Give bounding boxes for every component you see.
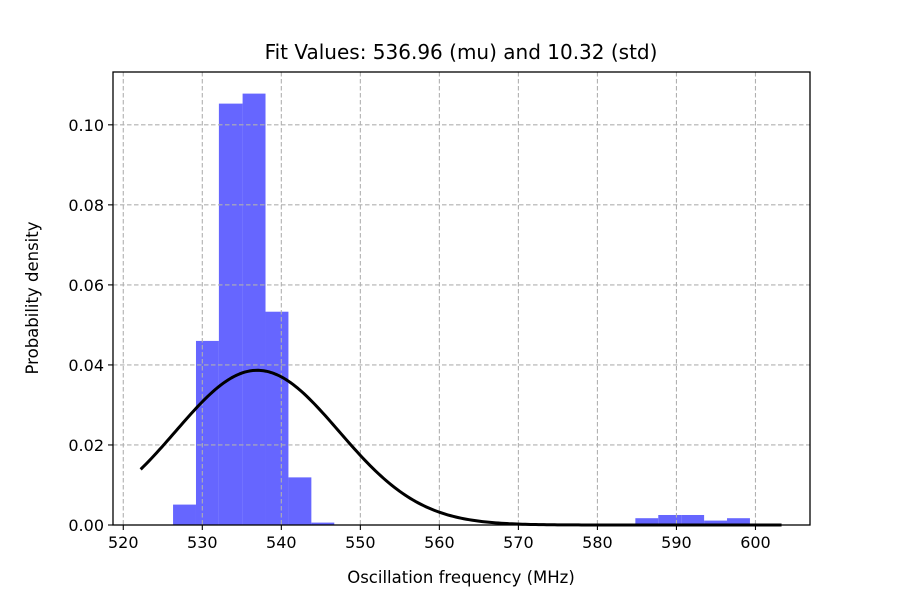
x-tick-label: 590: [661, 533, 692, 552]
histogram-bar: [288, 477, 312, 525]
ticks-layer: 520 530 540 550 560 570 580 590 600 0.00 0.02 0.04 0…: [68, 116, 770, 552]
x-axis-title: Oscillation frequency (MHz): [347, 568, 575, 587]
histogram-bar: [195, 340, 219, 525]
chart-title: Fit Values: 536.96 (mu) and 10.32 (std): [265, 40, 658, 64]
x-tick-label: 560: [424, 533, 455, 552]
histogram-bar: [265, 311, 289, 525]
histogram-bar: [658, 514, 682, 525]
x-tick-label: 540: [266, 533, 297, 552]
histogram-bar: [311, 522, 335, 525]
y-tick-label: 0.10: [68, 116, 104, 135]
y-tick-label: 0.00: [68, 516, 104, 535]
histogram-bar: [218, 103, 243, 526]
x-tick-label: 550: [345, 533, 376, 552]
y-tick-label: 0.06: [68, 276, 104, 295]
histogram-bar: [704, 520, 728, 525]
x-tick-label: 570: [503, 533, 534, 552]
bars-layer: [173, 93, 750, 526]
y-tick-label: 0.02: [68, 436, 104, 455]
grid-layer: [113, 72, 810, 526]
x-tick-label: 580: [582, 533, 613, 552]
y-tick-label: 0.08: [68, 196, 104, 215]
histogram-bar: [681, 514, 705, 525]
plot-frame: [112, 71, 811, 526]
y-axis-title: Probability density: [23, 221, 42, 374]
x-tick-label: 530: [187, 533, 218, 552]
y-tick-label: 0.04: [68, 356, 104, 375]
x-tick-label: 600: [740, 533, 771, 552]
histogram-bar: [635, 518, 659, 525]
histogram-bar: [727, 518, 750, 525]
histogram-bar: [173, 504, 196, 525]
histogram-bar: [242, 93, 266, 525]
x-tick-label: 520: [108, 533, 139, 552]
